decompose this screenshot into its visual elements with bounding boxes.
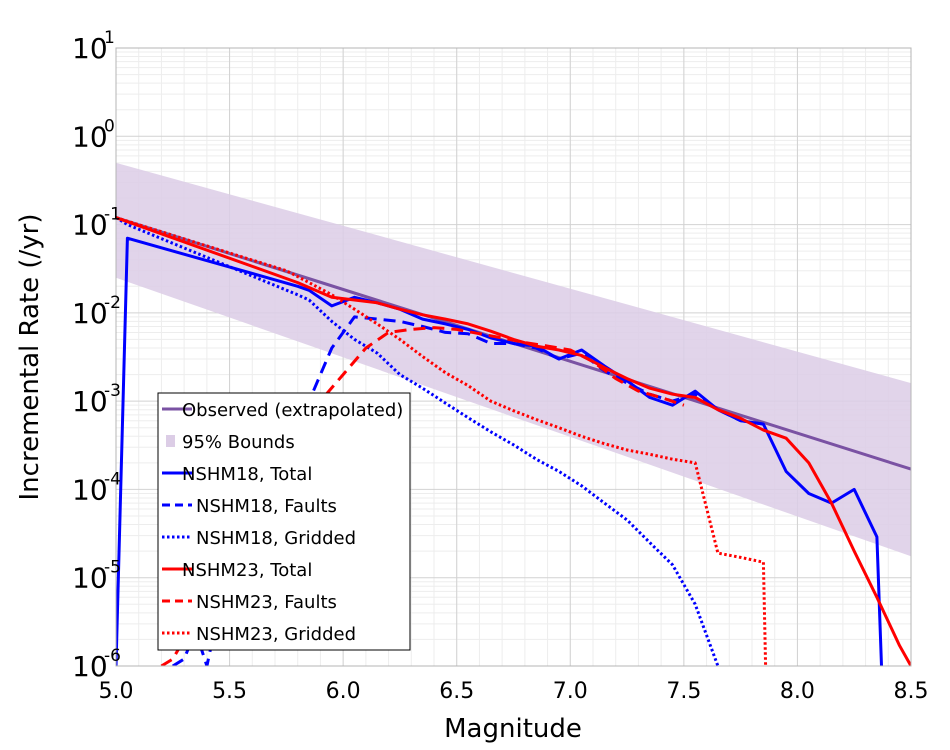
x-axis-label: Magnitude — [444, 714, 582, 744]
bounds-band — [116, 162, 911, 557]
legend-entry: NSHM18, Gridded — [162, 528, 356, 549]
legend-swatch — [166, 435, 175, 447]
y-tick-exponent: -6 — [104, 646, 121, 666]
y-tick-label: 10-5 — [72, 558, 121, 595]
legend-entry: NSHM18, Total — [162, 464, 312, 485]
legend-label: NSHM18, Faults — [196, 496, 337, 517]
y-tick-label: 10-3 — [72, 381, 121, 418]
x-tick-labels: 5.0 5.5 6.0 6.5 7.0 7.5 8.0 8.5 — [99, 679, 929, 704]
legend-label: NSHM23, Gridded — [196, 624, 356, 645]
legend-label: Observed (extrapolated) — [182, 400, 403, 421]
y-tick-exponent: -1 — [104, 205, 121, 225]
y-tick-exponent: -2 — [104, 293, 121, 313]
y-tick-exponent: -4 — [104, 469, 121, 489]
series-layer — [116, 216, 911, 666]
plot-border — [115, 47, 912, 667]
y-tick-base: 10 — [72, 650, 108, 683]
x-tick-label: 8.5 — [894, 679, 929, 704]
legend-entry: NSHM23, Gridded — [162, 624, 356, 645]
legend-label: NSHM18, Gridded — [196, 528, 356, 549]
x-tick-label: 6.5 — [439, 679, 474, 704]
x-tick-label: 7.5 — [666, 679, 701, 704]
y-tick-label: 101 — [72, 28, 115, 65]
x-tick-label: 5.5 — [212, 679, 247, 704]
legend-label: NSHM23, Faults — [196, 592, 337, 613]
y-tick-base: 10 — [72, 473, 108, 506]
legend-label: NSHM18, Total — [182, 464, 312, 485]
y-tick-base: 10 — [72, 32, 108, 65]
legend-entry: NSHM23, Faults — [162, 592, 337, 613]
x-tick-label: 8.0 — [780, 679, 815, 704]
legend-label: NSHM23, Total — [182, 560, 312, 581]
y-tick-exponent: -3 — [104, 381, 121, 401]
y-tick-base: 10 — [72, 120, 108, 153]
legend-entry: NSHM18, Faults — [162, 496, 337, 517]
y-tick-exponent: 0 — [104, 116, 115, 136]
y-tick-base: 10 — [72, 297, 108, 330]
y-axis-label: Incremental Rate (/yr) — [15, 214, 45, 501]
y-tick-exponent: -5 — [104, 558, 121, 578]
legend-box — [157, 392, 411, 651]
y-tick-label: 10-4 — [72, 469, 121, 506]
y-tick-label: 10-1 — [72, 205, 121, 242]
legend: Observed (extrapolated) 95% Bounds NSHM18,… — [157, 392, 411, 651]
y-tick-label: 100 — [72, 116, 115, 153]
y-tick-base: 10 — [72, 385, 108, 418]
legend-entry: Observed (extrapolated) — [162, 400, 403, 421]
series-line-3 — [116, 216, 720, 666]
y-tick-base: 10 — [72, 562, 108, 595]
x-tick-label: 6.0 — [326, 679, 361, 704]
y-tick-label: 10-2 — [72, 293, 121, 330]
bounds-layer — [116, 162, 911, 557]
series-line-2 — [172, 315, 764, 666]
legend-label: 95% Bounds — [182, 432, 295, 453]
y-tick-label: 10-6 — [72, 646, 121, 683]
series-line-4 — [116, 216, 911, 666]
x-tick-label: 5.0 — [99, 679, 134, 704]
legend-entry: NSHM23, Total — [162, 560, 312, 581]
x-tick-label: 7.0 — [553, 679, 588, 704]
series-line-6 — [116, 216, 768, 666]
y-tick-base: 10 — [72, 209, 108, 242]
y-tick-exponent: 1 — [104, 28, 115, 48]
legend-entry: 95% Bounds — [166, 432, 295, 453]
